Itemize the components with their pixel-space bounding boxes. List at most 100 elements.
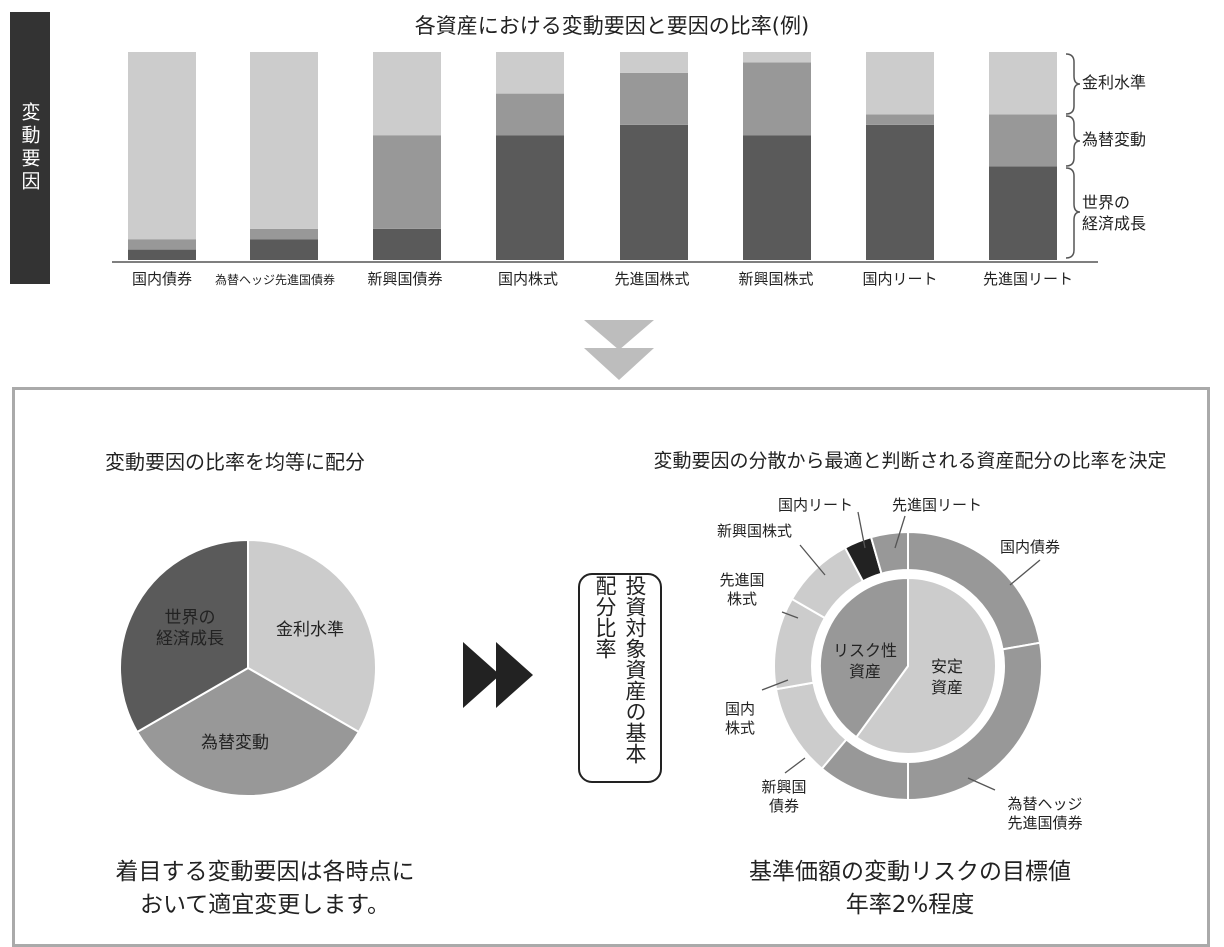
bar-segment: [866, 52, 934, 115]
note-left-line2: おいて適宜変更します。: [139, 892, 390, 918]
leader-line: [1009, 559, 1041, 586]
bar-segment: [250, 52, 318, 229]
donut-label-dom-stock-line1: 国内: [724, 700, 755, 718]
bar-segment: [989, 166, 1057, 260]
basic-allocation-box: 投資対象資産の基本配分比率: [578, 573, 662, 783]
pie-chart: [119, 538, 377, 797]
bar-segment: [743, 62, 811, 136]
bar-segment: [989, 114, 1057, 167]
bar-segment: [496, 93, 564, 136]
bar-segment: [866, 114, 934, 125]
donut-label-fx-bond-line2: 先進国債券: [1007, 814, 1083, 832]
category-label: 国内リート: [862, 270, 938, 288]
donut-label-dev-reit: 先進国リート: [892, 496, 983, 514]
donut-label-dom-stock: 国内 株式: [715, 700, 765, 738]
legend-fx: 為替変動: [1082, 130, 1147, 149]
bar-segment: [866, 124, 934, 260]
donut-label-stable-line1: 安定: [930, 657, 963, 676]
pie-label-growth-line1: 世界の: [164, 608, 216, 628]
donut-inner-slice: [854, 576, 997, 755]
donut-label-dom-bond: 国内債券: [1000, 538, 1061, 556]
bar-segment: [128, 52, 196, 240]
legend-growth: 世界の 経済成長: [1082, 192, 1146, 234]
category-label: 新興国株式: [738, 270, 814, 288]
note-right: 基準価額の変動リスクの目標値 年率2%程度: [640, 856, 1180, 922]
donut-outer-slice: [869, 530, 909, 575]
side-label-text: 変動要因: [18, 102, 41, 194]
category-label: 国内債券: [131, 270, 192, 288]
category-label: 先進国リート: [982, 270, 1073, 288]
donut-label-stable: 安定 資産: [912, 656, 982, 698]
bar-segment: [620, 52, 688, 73]
forward-arrow-1: [463, 642, 500, 708]
pie-slice: [119, 538, 249, 734]
category-label: 国内株式: [497, 270, 558, 288]
bar-segment: [373, 52, 441, 136]
brace-growth: [1065, 167, 1081, 259]
donut-label-fx-bond-line1: 為替ヘッジ: [1007, 795, 1083, 813]
legend-growth-line2: 経済成長: [1082, 214, 1147, 233]
category-label: 新興国債券: [367, 270, 443, 288]
donut-label-dev-stock-line1: 先進国: [719, 571, 765, 589]
donut-label-dev-stock-line2: 株式: [726, 590, 757, 608]
pie-label-rate: 金利水準: [276, 620, 344, 640]
bar-segment: [250, 228, 318, 240]
bar-segment: [743, 135, 811, 260]
donut-label-risk: リスク性 資産: [820, 640, 910, 682]
donut-label-em-bond-line1: 新興国: [761, 778, 807, 796]
leader-line: [967, 777, 996, 791]
pie-title: 変動要因の比率を均等に配分: [105, 450, 365, 474]
donut-label-fx-bond: 為替ヘッジ 先進国債券: [990, 795, 1100, 833]
donut-label-em-bond: 新興国 債券: [754, 778, 814, 816]
category-label: 為替ヘッジ先進国債券: [214, 273, 335, 287]
bar-segment: [620, 72, 688, 125]
pie-label-fx: 為替変動: [201, 733, 269, 753]
bar-segment: [373, 228, 441, 260]
note-right-line1: 基準価額の変動リスクの目標値: [749, 859, 1071, 885]
pie-slice: [135, 666, 361, 797]
leader-line: [761, 679, 789, 691]
donut-label-dom-reit: 国内リート: [778, 496, 854, 514]
donut-label-risk-line2: 資産: [848, 662, 881, 681]
bar-segment: [373, 135, 441, 229]
bar-segment: [128, 249, 196, 260]
donut-label-dom-stock-line2: 株式: [724, 719, 755, 737]
leader-line: [784, 757, 806, 774]
donut-label-risk-line1: リスク性: [832, 641, 897, 660]
pie-label-growth-line2: 経済成長: [156, 629, 224, 649]
brace-rate: [1065, 53, 1081, 115]
donut-label-stable-line2: 資産: [930, 678, 963, 697]
note-left: 着目する変動要因は各時点に おいて適宜変更します。: [30, 856, 500, 922]
brace-fx: [1065, 115, 1081, 167]
donut-inner-slice: [819, 576, 909, 739]
category-label: 先進国株式: [614, 270, 690, 288]
bar-segment: [128, 239, 196, 250]
bar-segment: [496, 52, 564, 94]
bar-segment: [620, 124, 688, 260]
leader-line: [799, 544, 826, 576]
pie-slice: [247, 538, 377, 734]
donut-label-em-stock: 新興国株式: [717, 522, 793, 540]
basic-allocation-text: 投資対象資産の基本配分比率: [593, 575, 647, 764]
bar-segment: [496, 135, 564, 260]
bar-segment: [743, 52, 811, 63]
legend-growth-line1: 世界の: [1082, 193, 1131, 212]
bar-segment: [250, 239, 318, 260]
down-arrow-lower: [584, 348, 654, 380]
side-label: 変動要因: [10, 12, 50, 284]
note-right-line2: 年率2%程度: [845, 892, 975, 918]
note-left-line1: 着目する変動要因は各時点に: [115, 859, 415, 885]
stacked-bar-chart: [112, 52, 1098, 263]
donut-title: 変動要因の分散から最適と判断される資産配分の比率を決定: [653, 450, 1167, 472]
forward-arrow-2: [496, 642, 533, 708]
leader-line: [894, 515, 906, 549]
donut-label-em-bond-line2: 債券: [768, 797, 799, 815]
leader-line: [857, 511, 866, 549]
legend-rate: 金利水準: [1082, 73, 1147, 92]
donut-label-dev-stock: 先進国 株式: [712, 571, 772, 609]
bar-segment: [989, 52, 1057, 115]
leader-line: [781, 611, 799, 619]
bar-chart-title: 各資産における変動要因と要因の比率(例): [414, 14, 810, 38]
